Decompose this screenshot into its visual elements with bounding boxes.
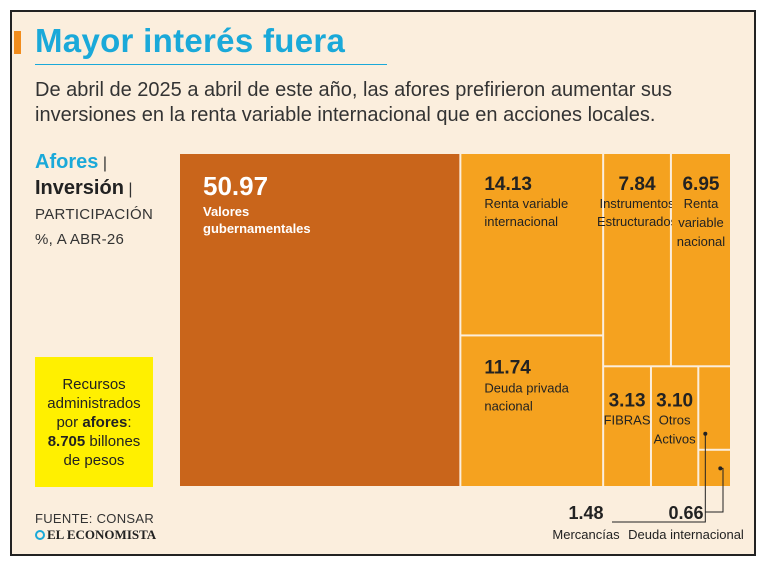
callout-line-1: Recursos xyxy=(62,375,126,393)
treemap-cell-renta-variable-internacional xyxy=(461,154,603,335)
brand-icon xyxy=(35,530,45,540)
title-accent-bar xyxy=(14,31,21,54)
treemap-cell-otros-activos xyxy=(651,367,698,486)
leader-line-deuda-internacional xyxy=(705,467,724,513)
value-label-renta-variable-nacional: 6.95 xyxy=(682,174,719,195)
side-label-unit: %, A ABR-26 xyxy=(35,231,125,248)
resources-callout: Recursos administrados por afores: 8.705… xyxy=(35,357,153,487)
value-label-otros-activos: 3.10 xyxy=(656,390,693,411)
name-label-valores-gubernamentales: gubernamentales xyxy=(203,221,311,236)
value-label-deuda-internacional: 0.66 xyxy=(668,503,703,523)
treemap-cell-mercancias xyxy=(699,367,730,449)
value-label-renta-variable-internacional: 14.13 xyxy=(484,174,532,195)
chart-title: Mayor interés fuera xyxy=(35,22,346,59)
side-label-participacion: PARTICIPACIÓN xyxy=(35,206,154,223)
value-label-mercancias: 1.48 xyxy=(568,503,603,523)
side-label: Afores | Inversión | PARTICIPACIÓN %, A … xyxy=(35,150,175,252)
name-label-deuda-privada-nacional: nacional xyxy=(484,398,533,413)
chart-subtitle: De abril de 2025 a abril de este año, la… xyxy=(35,79,673,126)
side-label-afores: Afores xyxy=(35,151,99,173)
name-label-instrumentos-estructurados: Estructurados xyxy=(597,214,678,229)
treemap-cell-deuda-internacional xyxy=(699,450,730,486)
side-label-inversion: Inversión xyxy=(35,177,124,199)
name-label-renta-variable-internacional: Renta variable xyxy=(484,196,568,211)
treemap-cell-instrumentos-estructurados xyxy=(604,154,670,366)
name-label-renta-variable-nacional: variable xyxy=(678,215,724,230)
name-label-fibras: FIBRAS xyxy=(604,412,651,427)
name-label-deuda-internacional: Deuda internacional xyxy=(628,527,744,542)
callout-line-3: por afores: xyxy=(56,413,132,431)
brand-logo: EL ECONOMISTA xyxy=(35,527,156,543)
name-label-deuda-privada-nacional: Deuda privada xyxy=(484,380,569,395)
treemap-cell-deuda-privada-nacional xyxy=(461,336,603,486)
callout-line-4: 8.705 billones xyxy=(47,432,141,450)
name-label-renta-variable-internacional: internacional xyxy=(484,214,558,229)
name-label-otros-activos: Activos xyxy=(654,431,696,446)
name-label-otros-activos: Otros xyxy=(659,412,691,427)
title-underline xyxy=(35,64,387,65)
brand-name: EL ECONOMISTA xyxy=(47,527,157,542)
value-label-deuda-privada-nacional: 11.74 xyxy=(484,357,531,378)
name-label-mercancias: Mercancías xyxy=(552,527,620,542)
treemap-cell-fibras xyxy=(604,367,650,486)
name-label-instrumentos-estructurados: Instrumentos xyxy=(599,196,675,211)
name-label-renta-variable-nacional: nacional xyxy=(677,234,726,249)
value-label-instrumentos-estructurados: 7.84 xyxy=(619,174,656,195)
name-label-renta-variable-nacional: Renta xyxy=(684,196,719,211)
source-note: FUENTE: CONSAR xyxy=(35,511,155,526)
callout-line-5: de pesos xyxy=(63,451,125,469)
value-label-fibras: 3.13 xyxy=(609,390,646,411)
leader-line-mercancias xyxy=(612,433,706,523)
callout-line-2: administrados xyxy=(47,394,141,412)
name-label-valores-gubernamentales: Valores xyxy=(203,204,249,219)
treemap-cell-renta-variable-nacional xyxy=(671,154,730,366)
value-label-valores-gubernamentales: 50.97 xyxy=(203,171,268,201)
treemap-cell-valores-gubernamentales xyxy=(180,154,460,486)
